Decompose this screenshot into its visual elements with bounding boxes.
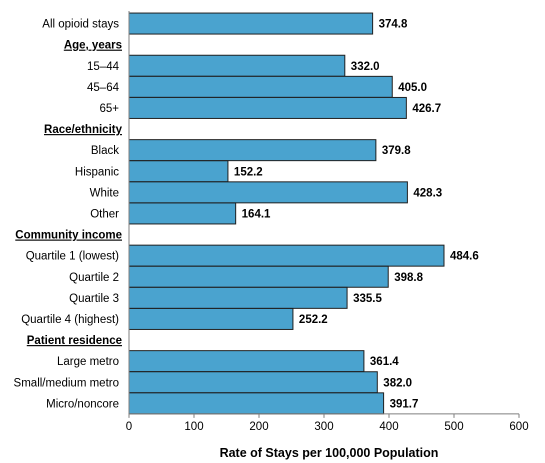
bar xyxy=(128,12,374,35)
data-label: 391.7 xyxy=(390,398,419,410)
category-label: 45–64 xyxy=(87,82,120,94)
category-label: Quartile 3 xyxy=(69,293,119,305)
group-label: Community income xyxy=(15,230,122,242)
data-label: 374.8 xyxy=(379,19,408,31)
bar xyxy=(128,350,365,373)
data-label: 164.1 xyxy=(242,208,271,220)
category-label: Other xyxy=(90,208,119,220)
bar xyxy=(128,244,445,267)
data-label: 405.0 xyxy=(398,82,427,94)
bar xyxy=(128,139,377,162)
category-label: Quartile 2 xyxy=(69,272,119,284)
data-label: 152.2 xyxy=(234,166,263,178)
bar xyxy=(128,96,407,119)
bar xyxy=(128,307,294,330)
labels-layer: All opioid stays 374.8 Age, years 15–44 332.… xyxy=(14,19,479,411)
category-label: Hispanic xyxy=(75,166,119,178)
data-label: 426.7 xyxy=(412,103,441,115)
category-label: All opioid stays xyxy=(42,19,119,31)
data-label: 332.0 xyxy=(351,61,380,73)
bar xyxy=(128,371,378,394)
bar xyxy=(128,54,346,77)
bar xyxy=(128,75,393,98)
category-label: Quartile 1 (lowest) xyxy=(26,251,119,263)
x-axis-title: Rate of Stays per 100,000 Population xyxy=(220,446,439,460)
bar xyxy=(128,160,229,183)
x-axis: 0 100 200 300 400 500 600 xyxy=(126,11,529,433)
x-tick-label: 300 xyxy=(314,421,333,433)
x-tick-label: 0 xyxy=(126,421,132,433)
group-label: Age, years xyxy=(64,40,122,52)
data-label: 484.6 xyxy=(450,251,479,263)
bar xyxy=(128,286,348,309)
x-tick-label: 600 xyxy=(509,421,528,433)
data-label: 252.2 xyxy=(299,314,328,326)
x-tick-label: 400 xyxy=(379,421,398,433)
data-label: 379.8 xyxy=(382,145,411,157)
group-label: Race/ethnicity xyxy=(44,124,123,136)
category-label: Small/medium metro xyxy=(14,377,119,389)
category-label: Micro/noncore xyxy=(46,398,119,410)
bars-layer xyxy=(128,12,445,415)
x-tick-label: 200 xyxy=(249,421,268,433)
bar xyxy=(128,202,237,225)
category-label: Quartile 4 (highest) xyxy=(21,314,119,326)
data-label: 335.5 xyxy=(353,293,382,305)
bar xyxy=(128,265,389,288)
x-tick-label: 500 xyxy=(444,421,463,433)
category-label: White xyxy=(90,187,119,199)
data-label: 382.0 xyxy=(383,377,412,389)
data-label: 428.3 xyxy=(413,187,442,199)
data-label: 398.8 xyxy=(394,272,423,284)
group-label: Patient residence xyxy=(27,335,122,347)
bar xyxy=(128,181,408,204)
bar xyxy=(128,392,385,415)
category-label: 65+ xyxy=(99,103,119,115)
category-label: Large metro xyxy=(57,356,119,368)
data-label: 361.4 xyxy=(370,356,399,368)
category-label: 15–44 xyxy=(87,61,120,73)
category-label: Black xyxy=(91,145,119,157)
x-tick-label: 100 xyxy=(184,421,203,433)
